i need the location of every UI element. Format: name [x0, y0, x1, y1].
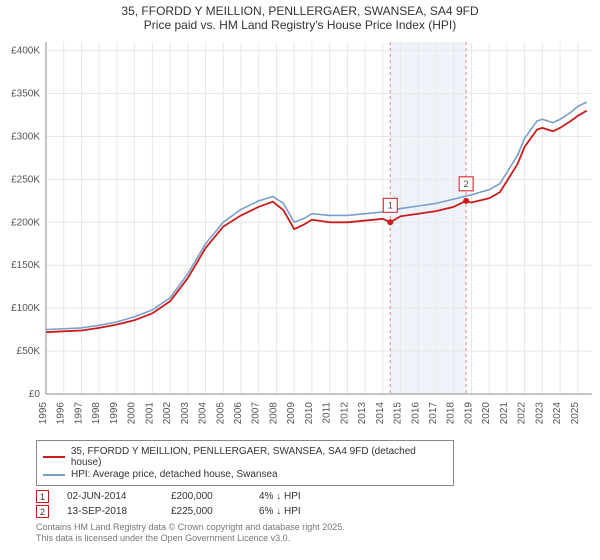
- svg-text:£100K: £100K: [11, 303, 40, 314]
- legend-item: 35, FFORDD Y MEILLION, PENLLERGAER, SWAN…: [43, 446, 447, 468]
- svg-text:2006: 2006: [233, 402, 244, 425]
- svg-text:2000: 2000: [127, 402, 138, 425]
- transaction-row: 2 13-SEP-2018 £225,000 6% ↓ HPI: [36, 505, 590, 518]
- svg-text:2007: 2007: [251, 402, 262, 425]
- svg-text:£400K: £400K: [11, 46, 40, 57]
- footer-line1: Contains HM Land Registry data © Crown c…: [36, 522, 590, 533]
- svg-text:2018: 2018: [446, 402, 457, 425]
- legend: 35, FFORDD Y MEILLION, PENLLERGAER, SWAN…: [36, 440, 454, 486]
- transaction-price: £225,000: [171, 506, 241, 517]
- legend-swatch: [43, 474, 65, 476]
- svg-text:2: 2: [464, 179, 469, 189]
- footer-line2: This data is licensed under the Open Gov…: [36, 533, 590, 544]
- legend-swatch: [43, 456, 65, 458]
- svg-text:2002: 2002: [162, 402, 173, 425]
- transaction-marker: 1: [36, 490, 49, 503]
- svg-text:2012: 2012: [339, 402, 350, 425]
- title-address: 35, FFORDD Y MEILLION, PENLLERGAER, SWAN…: [0, 4, 600, 18]
- svg-text:2003: 2003: [180, 402, 191, 425]
- line-chart: £0 £50K £100K £150K £200K £250K £300K £350K £400…: [0, 34, 600, 434]
- svg-text:2013: 2013: [357, 402, 368, 425]
- legend-label: 35, FFORDD Y MEILLION, PENLLERGAER, SWAN…: [71, 446, 447, 468]
- chart-titles: 35, FFORDD Y MEILLION, PENLLERGAER, SWAN…: [0, 0, 600, 34]
- transaction-delta: 6% ↓ HPI: [259, 506, 339, 517]
- svg-text:2005: 2005: [215, 402, 226, 425]
- svg-text:2024: 2024: [552, 402, 563, 425]
- svg-text:1: 1: [388, 200, 393, 210]
- svg-text:2009: 2009: [286, 402, 297, 425]
- svg-text:2023: 2023: [534, 402, 545, 425]
- svg-text:2001: 2001: [144, 402, 155, 425]
- svg-text:2008: 2008: [268, 402, 279, 425]
- svg-text:2016: 2016: [410, 402, 421, 425]
- transaction-price: £200,000: [171, 491, 241, 502]
- svg-text:2014: 2014: [375, 402, 386, 425]
- svg-text:2010: 2010: [304, 402, 315, 425]
- svg-text:£200K: £200K: [11, 217, 40, 228]
- svg-text:2020: 2020: [481, 402, 492, 425]
- chart-area: £0 £50K £100K £150K £200K £250K £300K £350K £400…: [0, 34, 600, 434]
- legend-item: HPI: Average price, detached house, Swan…: [43, 469, 447, 480]
- svg-text:£50K: £50K: [17, 346, 41, 357]
- svg-text:2015: 2015: [393, 402, 404, 425]
- svg-text:2025: 2025: [570, 402, 581, 425]
- svg-text:1997: 1997: [73, 402, 84, 425]
- transaction-date: 13-SEP-2018: [67, 506, 153, 517]
- svg-text:2004: 2004: [198, 402, 209, 425]
- svg-text:2017: 2017: [428, 402, 439, 425]
- transactions-table: 1 02-JUN-2014 £200,000 4% ↓ HPI 2 13-SEP-2018…: [36, 490, 590, 518]
- svg-text:2021: 2021: [499, 402, 510, 425]
- svg-text:£300K: £300K: [11, 131, 40, 142]
- transaction-marker: 2: [36, 505, 49, 518]
- transaction-delta: 4% ↓ HPI: [259, 491, 339, 502]
- svg-text:1995: 1995: [38, 402, 49, 425]
- svg-text:1996: 1996: [56, 402, 67, 425]
- svg-text:1999: 1999: [109, 402, 120, 425]
- svg-text:£350K: £350K: [11, 89, 40, 100]
- transaction-row: 1 02-JUN-2014 £200,000 4% ↓ HPI: [36, 490, 590, 503]
- footer-attribution: Contains HM Land Registry data © Crown c…: [36, 522, 590, 545]
- svg-text:£150K: £150K: [11, 260, 40, 271]
- svg-text:2011: 2011: [322, 402, 333, 424]
- svg-text:£0: £0: [29, 389, 41, 400]
- transaction-date: 02-JUN-2014: [67, 491, 153, 502]
- svg-text:2022: 2022: [517, 402, 528, 425]
- svg-text:£250K: £250K: [11, 174, 40, 185]
- legend-label: HPI: Average price, detached house, Swan…: [71, 469, 278, 480]
- svg-text:1998: 1998: [91, 402, 102, 425]
- title-subtitle: Price paid vs. HM Land Registry's House …: [0, 18, 600, 32]
- svg-text:2019: 2019: [463, 402, 474, 425]
